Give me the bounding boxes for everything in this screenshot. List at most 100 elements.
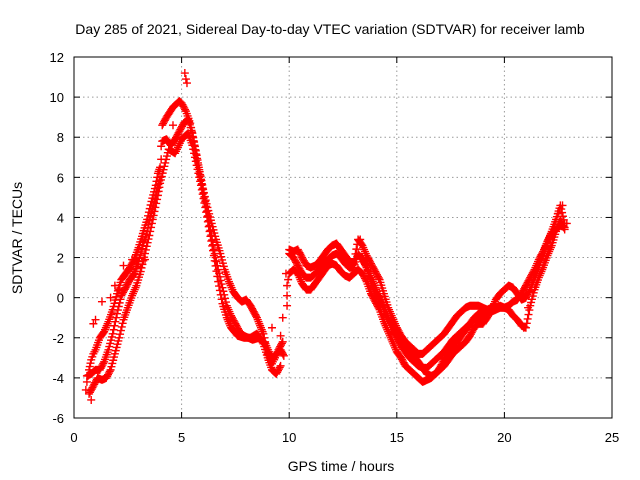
track-6-marker bbox=[529, 267, 538, 276]
outlier-marker bbox=[281, 269, 290, 278]
track-3-marker bbox=[213, 272, 222, 281]
track-3-marker bbox=[211, 261, 220, 270]
outlier-marker bbox=[91, 315, 100, 324]
track-3-marker bbox=[153, 195, 162, 204]
y-tick-label: 6 bbox=[57, 170, 64, 185]
track-3-marker bbox=[190, 153, 199, 162]
outlier-marker bbox=[87, 395, 96, 404]
track-4-marker bbox=[522, 319, 531, 328]
track-2-marker bbox=[116, 295, 125, 304]
track-3-marker bbox=[193, 165, 202, 174]
track-7-marker bbox=[478, 307, 487, 316]
outlier-marker bbox=[524, 303, 533, 312]
outlier-marker bbox=[283, 291, 292, 300]
track-2-marker bbox=[115, 298, 124, 307]
track-3-marker bbox=[146, 227, 155, 236]
track-3-marker bbox=[194, 169, 203, 178]
track-3-marker bbox=[148, 215, 157, 224]
track-3-marker bbox=[156, 175, 165, 184]
outlier-marker bbox=[554, 209, 563, 218]
track-6-marker bbox=[558, 212, 567, 221]
x-tick-label: 0 bbox=[70, 430, 77, 445]
x-tick-label: 10 bbox=[282, 430, 296, 445]
track-1-marker bbox=[157, 142, 166, 151]
track-3-marker bbox=[141, 245, 150, 254]
track-2-marker bbox=[112, 313, 121, 322]
track-3-marker bbox=[157, 172, 166, 181]
track-2-marker bbox=[110, 321, 119, 330]
track-3-marker bbox=[149, 211, 158, 220]
y-tick-label: -2 bbox=[52, 331, 64, 346]
track-2-marker bbox=[221, 298, 230, 307]
outlier-marker bbox=[136, 263, 145, 272]
track-2-marker bbox=[113, 309, 122, 318]
track-2-marker bbox=[108, 329, 117, 338]
x-tick-label: 20 bbox=[497, 430, 511, 445]
track-3-marker bbox=[217, 295, 226, 304]
outlier-marker bbox=[521, 289, 530, 298]
track-3-marker bbox=[258, 338, 267, 347]
y-tick-label: -4 bbox=[52, 371, 64, 386]
track-6-marker bbox=[538, 249, 547, 258]
outlier-marker bbox=[97, 297, 106, 306]
track-3-marker bbox=[201, 203, 210, 212]
track-7-marker bbox=[379, 302, 388, 311]
track-3-marker bbox=[189, 145, 198, 154]
x-tick-label: 25 bbox=[605, 430, 619, 445]
outlier-marker bbox=[128, 255, 137, 264]
x-tick-label: 5 bbox=[178, 430, 185, 445]
track-2-marker bbox=[212, 257, 221, 266]
track-2-marker bbox=[113, 306, 122, 315]
track-3-marker bbox=[202, 208, 211, 217]
y-tick-label: 12 bbox=[50, 50, 64, 65]
outlier-marker bbox=[106, 293, 115, 302]
track-3-marker bbox=[209, 246, 218, 255]
track-2-marker bbox=[277, 339, 286, 348]
track-3-marker bbox=[158, 169, 167, 178]
track-2-marker bbox=[278, 337, 287, 346]
y-tick-label: 0 bbox=[57, 291, 64, 306]
track-1-marker bbox=[252, 312, 261, 321]
y-tick-label: 10 bbox=[50, 90, 64, 105]
track-3-marker bbox=[105, 367, 114, 376]
data-markers bbox=[81, 69, 571, 404]
track-3-marker bbox=[147, 223, 156, 232]
track-4-marker bbox=[523, 314, 532, 323]
axes: 0 5 10 15 20 25 -6 -4 -2 0 2 4 6 8 10 12 bbox=[50, 50, 620, 445]
track-3-marker bbox=[188, 141, 197, 150]
track-3-marker bbox=[199, 194, 208, 203]
track-3-marker bbox=[212, 267, 221, 276]
track-2-marker bbox=[99, 359, 108, 368]
track-3-marker bbox=[215, 282, 224, 291]
track-3-marker bbox=[115, 333, 124, 342]
track-3-marker bbox=[162, 152, 171, 161]
y-tick-label: -6 bbox=[52, 411, 64, 426]
outlier-marker bbox=[125, 265, 134, 274]
outlier-marker bbox=[110, 281, 119, 290]
track-3-marker bbox=[276, 361, 285, 370]
outlier-marker bbox=[356, 235, 365, 244]
track-3-marker bbox=[154, 187, 163, 196]
outlier-marker bbox=[130, 267, 139, 276]
track-3-marker bbox=[196, 181, 205, 190]
track-3-marker bbox=[195, 173, 204, 182]
track-3-marker bbox=[210, 256, 219, 265]
track-3-marker bbox=[207, 237, 216, 246]
track-3-marker bbox=[206, 232, 215, 241]
track-3-marker bbox=[208, 241, 217, 250]
track-3-marker bbox=[116, 330, 125, 339]
track-3-marker bbox=[198, 190, 207, 199]
y-tick-label: 4 bbox=[57, 210, 64, 225]
track-3-marker bbox=[196, 177, 205, 186]
track-3-marker bbox=[214, 277, 223, 286]
track-3-marker bbox=[216, 290, 225, 299]
track-3-marker bbox=[147, 219, 156, 228]
y-tick-label: 2 bbox=[57, 251, 64, 266]
track-3-marker bbox=[151, 203, 160, 212]
track-3-marker bbox=[159, 165, 168, 174]
track-3-marker bbox=[161, 158, 170, 167]
outlier-marker bbox=[276, 331, 285, 340]
outlier-marker bbox=[141, 255, 150, 264]
y-axis-label: SDTVAR / TECUs bbox=[9, 182, 25, 294]
outlier-marker bbox=[132, 257, 141, 266]
